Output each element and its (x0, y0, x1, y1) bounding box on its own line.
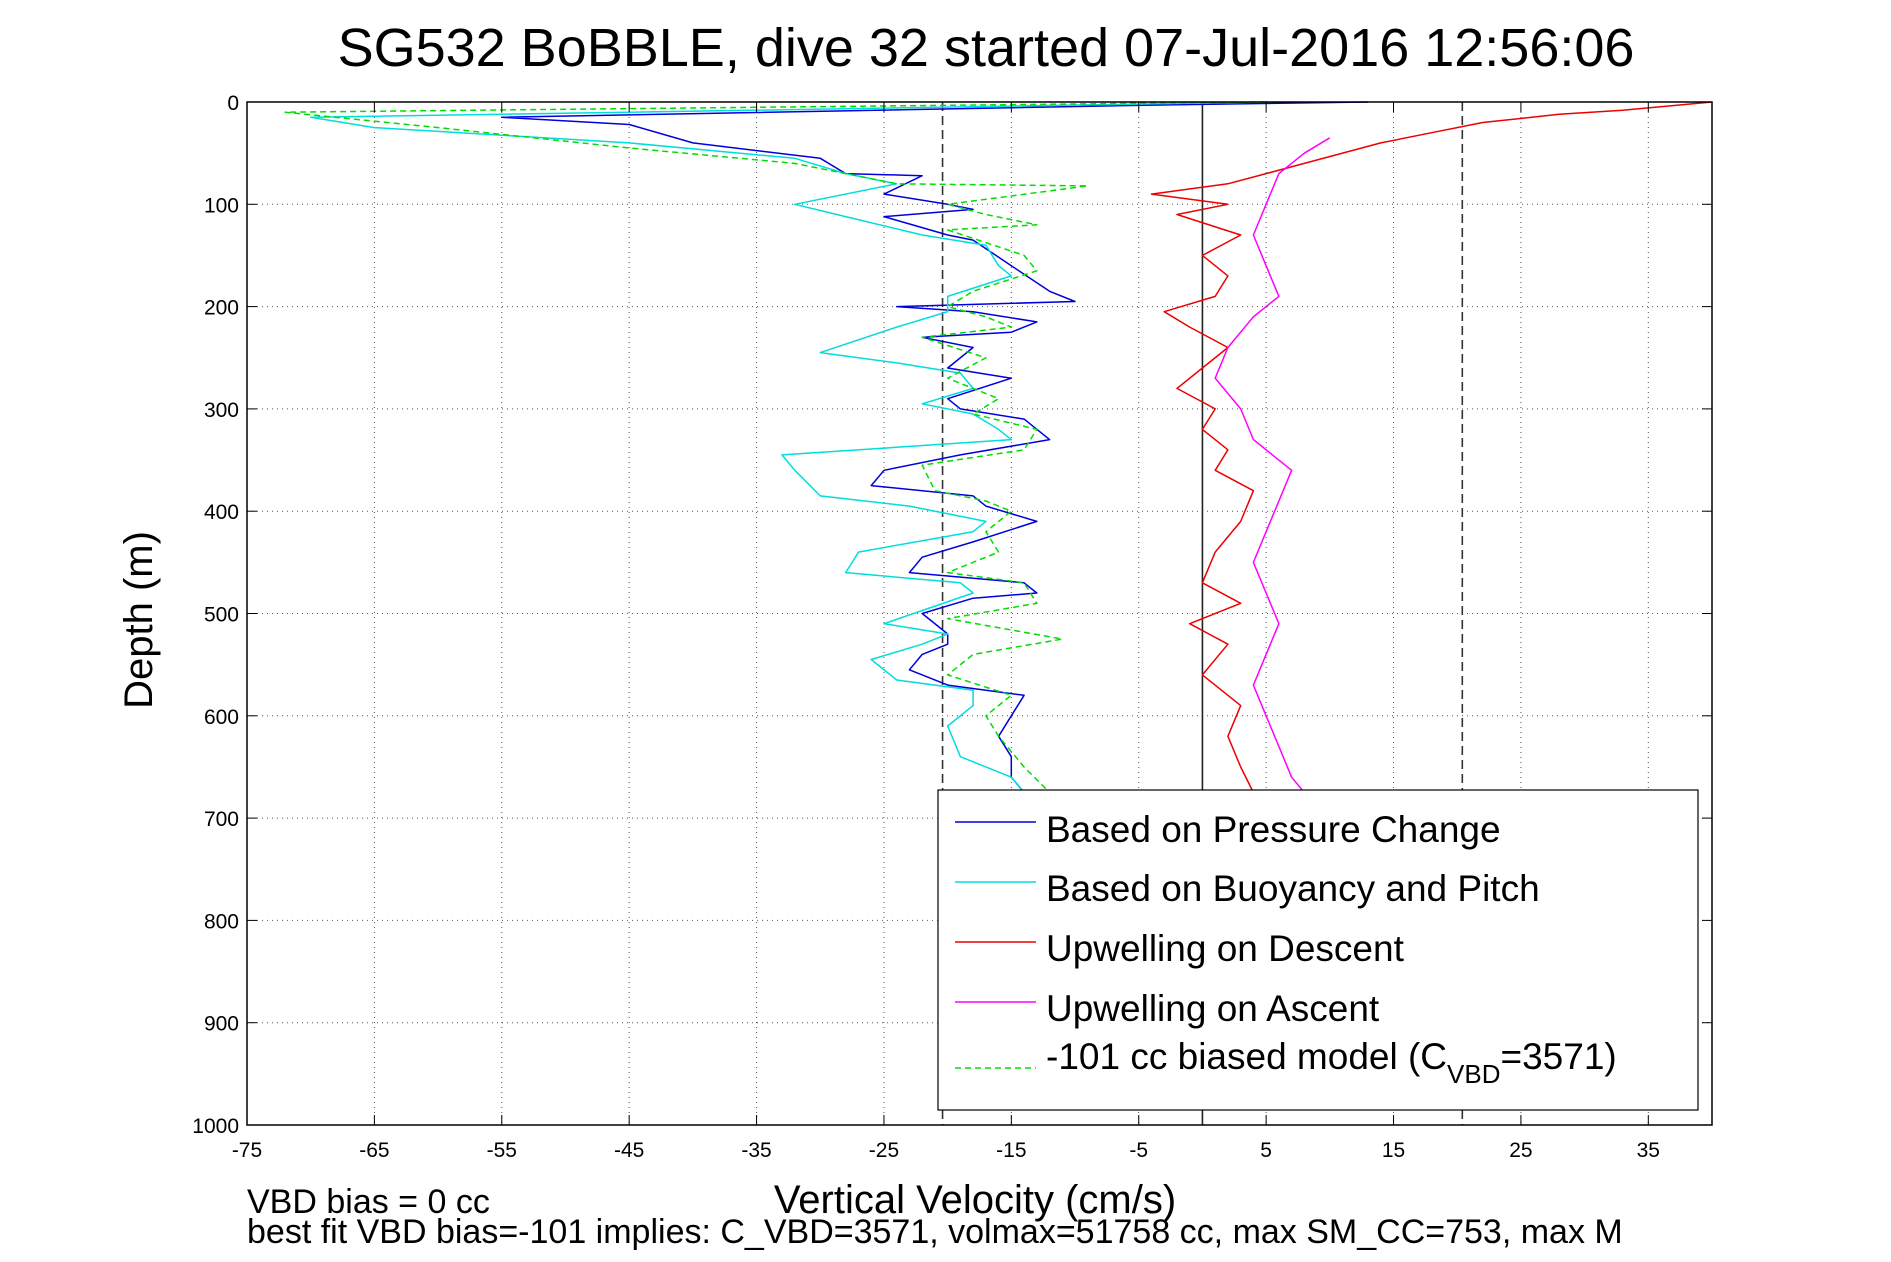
y-axis-ticks: 0 100 200 300 400 500 600 700 800 900 1000 (192, 92, 1712, 1138)
legend-label: Based on Pressure Change (1046, 809, 1501, 850)
series-line (284, 101, 1267, 794)
y-tick-label: 400 (204, 501, 239, 524)
y-tick-label: 300 (204, 399, 239, 422)
legend: Based on Pressure Change Based on Buoyan… (937, 789, 1699, 1111)
series-line (1214, 137, 1331, 793)
y-tick-label: 1000 (192, 1115, 239, 1138)
legend-item: Upwelling on Descent (955, 928, 1405, 969)
footer-vbd-bias: VBD bias = 0 cc (247, 1183, 490, 1221)
chart-title: SG532 BoBBLE, dive 32 started 07-Jul-201… (338, 18, 1635, 78)
x-axis-ticks: -75 -65 -55 -45 -35 -25 -15 -5 5 15 25 35 (232, 102, 1660, 1162)
series-line (1150, 101, 1713, 793)
x-tick-label: 5 (1260, 1139, 1272, 1162)
legend-label: Upwelling on Descent (1046, 928, 1405, 969)
y-tick-label: 500 (204, 604, 239, 627)
x-tick-label: -25 (869, 1139, 899, 1162)
x-tick-label: 25 (1509, 1139, 1532, 1162)
x-tick-label: -75 (232, 1139, 262, 1162)
x-axis-label: Vertical Velocity (cm/s) (774, 1178, 1176, 1222)
y-tick-label: 900 (204, 1013, 239, 1036)
legend-item: Based on Pressure Change (955, 809, 1501, 850)
y-tick-label: 700 (204, 808, 239, 831)
series-group (284, 101, 1713, 794)
legend-label: -101 cc biased model (CVBD=3571) (1046, 1036, 1617, 1089)
x-tick-label: -65 (359, 1139, 389, 1162)
y-tick-label: 600 (204, 706, 239, 729)
legend-item: -101 cc biased model (CVBD=3571) (955, 1036, 1617, 1089)
x-tick-label: 15 (1382, 1139, 1405, 1162)
y-tick-label: 100 (204, 194, 239, 217)
legend-item: Upwelling on Ascent (955, 988, 1380, 1029)
x-tick-label: 35 (1637, 1139, 1660, 1162)
legend-label-tail: =3571) (1501, 1036, 1617, 1077)
legend-label: Upwelling on Ascent (1046, 988, 1380, 1029)
footer-best-fit: best fit VBD bias=-101 implies: C_VBD=35… (247, 1213, 1623, 1251)
legend-label-subscript: VBD (1447, 1059, 1500, 1089)
x-tick-label: -35 (741, 1139, 771, 1162)
y-axis-label: Depth (m) (117, 531, 161, 709)
legend-label: Based on Buoyancy and Pitch (1046, 868, 1540, 909)
y-tick-label: 0 (227, 92, 239, 115)
series-line (309, 101, 1267, 793)
x-tick-label: -5 (1129, 1139, 1148, 1162)
x-tick-label: -55 (487, 1139, 517, 1162)
y-tick-label: 800 (204, 910, 239, 933)
legend-box (937, 789, 1699, 1111)
x-tick-label: -45 (614, 1139, 644, 1162)
x-tick-label: -15 (996, 1139, 1026, 1162)
y-tick-label: 200 (204, 297, 239, 320)
legend-label-main: -101 cc biased model (C (1046, 1036, 1447, 1077)
series-line (501, 101, 1369, 793)
legend-item: Based on Buoyancy and Pitch (955, 868, 1540, 909)
